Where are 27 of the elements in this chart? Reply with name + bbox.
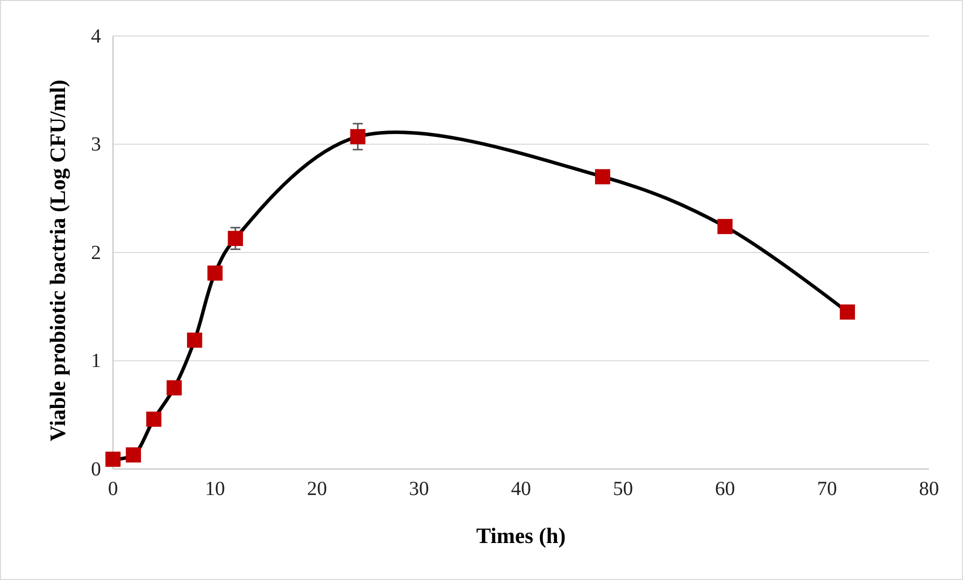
y-tick-label: 2: [91, 242, 101, 264]
point: [228, 230, 243, 246]
point: [840, 304, 855, 320]
point: [166, 380, 182, 396]
y-tick-label: 0: [91, 458, 101, 480]
y-tick-label: 4: [91, 25, 101, 48]
point: [207, 265, 223, 281]
x-tick-label: 30: [409, 478, 429, 500]
point: [187, 332, 202, 348]
point: [126, 447, 141, 463]
point: [717, 218, 733, 234]
x-tick-label: 40: [511, 478, 531, 500]
y-tick-label: 3: [91, 134, 101, 156]
x-tick-label: 80: [919, 478, 939, 500]
x-tick-label: 60: [715, 478, 735, 500]
y-axis-title: Viable probiotic bactria (Log CFU/ml): [45, 80, 70, 442]
point: [146, 412, 162, 427]
x-tick-label: 70: [817, 478, 837, 500]
y-tick-label: 1: [91, 350, 101, 372]
x-axis-title: Times (h): [476, 523, 566, 548]
point: [595, 169, 610, 184]
point: [350, 129, 366, 144]
x-tick-label: 20: [307, 478, 327, 500]
x-tick-label: 50: [613, 478, 633, 500]
point: [105, 452, 121, 467]
x-tick-label: 0: [108, 478, 118, 500]
x-tick-label: 10: [205, 478, 225, 500]
